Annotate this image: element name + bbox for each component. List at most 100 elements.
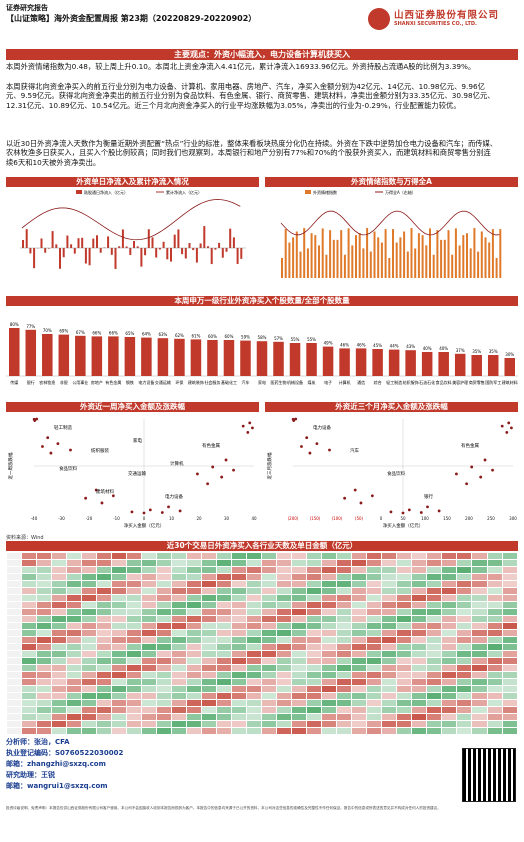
industry-bar-label: 45% (373, 343, 382, 348)
heat-cell (291, 594, 308, 602)
heat-cell (171, 580, 188, 588)
sentiment-bar (329, 230, 332, 278)
industry-bar (372, 349, 383, 376)
heat-cell (81, 678, 98, 686)
heat-cell (411, 629, 428, 637)
scatter-point (437, 509, 441, 513)
heat-cell (81, 692, 98, 700)
heat-cell (426, 685, 443, 693)
industry-category: 纺织服饰 (403, 379, 419, 385)
daily-inflow-bar (240, 248, 243, 259)
heat-cell (396, 643, 413, 651)
heat-cell (486, 580, 503, 588)
heat-cell (351, 622, 368, 630)
heat-cell (111, 678, 128, 686)
heat-cell (246, 615, 263, 623)
y-axis-label: 近三月涨跌幅 (266, 452, 273, 479)
sentiment-bar (432, 254, 435, 278)
daily-inflow-bar (55, 244, 58, 248)
heat-cell (456, 622, 473, 630)
heat-cell (291, 650, 308, 658)
heat-cell (486, 727, 503, 734)
sentiment-bar (340, 230, 343, 278)
heat-cell (246, 580, 263, 588)
heat-cell (426, 699, 443, 707)
heat-cell (216, 692, 233, 700)
heat-cell (111, 587, 128, 595)
heat-cell (66, 566, 83, 574)
heat-cell (246, 552, 263, 560)
heat-cell (501, 552, 518, 560)
sentiment-bar (284, 229, 287, 278)
sentiment-bar (414, 248, 417, 278)
heat-cell (381, 713, 398, 721)
heat-cell (96, 671, 113, 679)
y-axis-label: 近一周涨跌幅 (7, 452, 14, 479)
heat-cell (156, 685, 173, 693)
heat-cell (321, 643, 338, 651)
industry-bar-label: 30% (505, 352, 514, 357)
sentiment-bar (362, 248, 365, 278)
heat-cell (126, 629, 143, 637)
heat-cell (111, 713, 128, 721)
heat-cell (111, 720, 128, 728)
daily-inflow-bar (218, 242, 221, 248)
heat-cell (6, 685, 23, 693)
heat-cell (126, 601, 143, 609)
scatter-point (94, 488, 98, 492)
heat-cell (351, 566, 368, 574)
heat-cell (156, 622, 173, 630)
heat-cell (306, 615, 323, 623)
heat-cell (201, 580, 218, 588)
heat-cell (291, 664, 308, 672)
x-tick: 40 (251, 516, 257, 521)
daily-inflow-bar (96, 235, 98, 248)
heat-cell (291, 601, 308, 609)
daily-inflow-bar (214, 248, 217, 250)
heat-cell (96, 601, 113, 609)
heat-cell (456, 636, 473, 644)
sentiment-bar (373, 231, 376, 278)
daily-inflow-bar (155, 248, 158, 258)
heat-cell (306, 650, 323, 658)
industry-bar-label: 44% (390, 344, 399, 349)
heat-cell (306, 699, 323, 707)
industry-bar-label: 59% (241, 335, 250, 340)
heat-cell (216, 552, 233, 560)
heat-cell (216, 594, 233, 602)
heat-cell (186, 608, 203, 616)
heat-cell (276, 685, 293, 693)
heat-cell (21, 671, 38, 679)
heat-cell (261, 671, 278, 679)
heat-cell (351, 692, 368, 700)
industry-bar (141, 337, 152, 376)
daily-inflow-bar (133, 240, 135, 248)
heat-cell (66, 608, 83, 616)
heat-cell (81, 587, 98, 595)
heat-cell (471, 566, 488, 574)
heat-cell (141, 622, 158, 630)
heat-cell (171, 650, 188, 658)
heat-cell (366, 685, 383, 693)
heat-cell (411, 692, 428, 700)
heat-cell (171, 566, 188, 574)
daily-inflow-bar (40, 238, 43, 248)
heat-cell (171, 601, 188, 609)
heat-cell (486, 594, 503, 602)
heat-cell (306, 720, 323, 728)
heat-cell (216, 573, 233, 581)
heat-cell (36, 643, 53, 651)
heat-cell (36, 650, 53, 658)
heat-cell (501, 573, 518, 581)
heat-cell (426, 552, 443, 560)
heat-cell (141, 636, 158, 644)
heat-cell (411, 678, 428, 686)
heat-cell (81, 650, 98, 658)
heat-cell (111, 650, 128, 658)
assistant: 研究助理：王锐 (6, 771, 55, 779)
heat-cell (171, 622, 188, 630)
heat-cell (336, 636, 353, 644)
heat-cell (156, 678, 173, 686)
heat-cell (81, 573, 98, 581)
x-tick: 50 (400, 516, 406, 521)
